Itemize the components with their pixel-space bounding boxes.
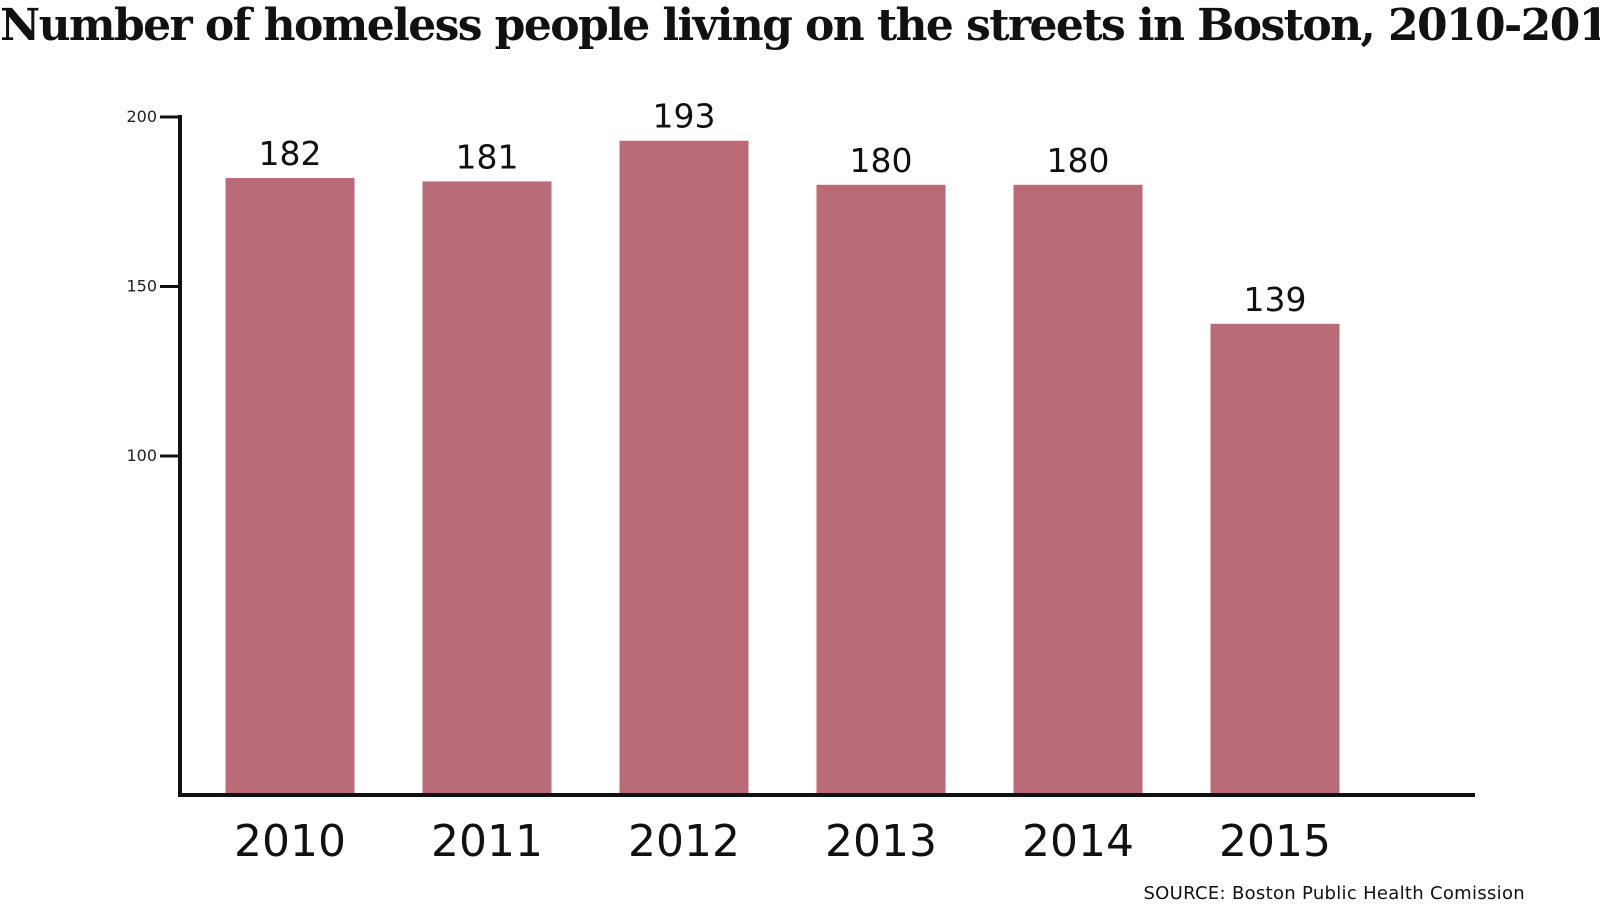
labels-layer: 182 2010 181 2011 193 2012 180 2013 180 2014 139 20… (126, 97, 1331, 867)
bars-layer (225, 140, 1340, 796)
x-tick-label: 2010 (234, 816, 346, 867)
y-tick-label: 100 (126, 446, 157, 465)
bar-2012 (619, 140, 749, 796)
bar-2011 (422, 181, 552, 795)
chart-title: Number of homeless people living on the … (0, 0, 1600, 51)
bar-value-label: 181 (456, 137, 519, 176)
bar-value-label: 180 (1047, 141, 1110, 180)
bar-2013 (816, 184, 946, 796)
x-tick-label: 2013 (825, 816, 937, 867)
y-tick-label: 200 (126, 107, 157, 126)
source-note: SOURCE: Boston Public Health Comission (1143, 883, 1525, 904)
bar-2010 (225, 178, 355, 795)
x-tick-label: 2012 (628, 816, 740, 867)
bar-2015 (1210, 323, 1340, 795)
x-tick-label: 2011 (431, 816, 543, 867)
x-tick-label: 2014 (1022, 816, 1134, 867)
bar-value-label: 139 (1244, 280, 1307, 319)
bar-value-label: 182 (259, 134, 322, 173)
x-tick-label: 2015 (1219, 816, 1331, 867)
axis-layer (160, 115, 1475, 797)
bar-2014 (1013, 184, 1143, 796)
y-tick-label: 150 (126, 277, 157, 296)
bar-value-label: 180 (850, 141, 913, 180)
bar-value-label: 193 (653, 97, 716, 136)
